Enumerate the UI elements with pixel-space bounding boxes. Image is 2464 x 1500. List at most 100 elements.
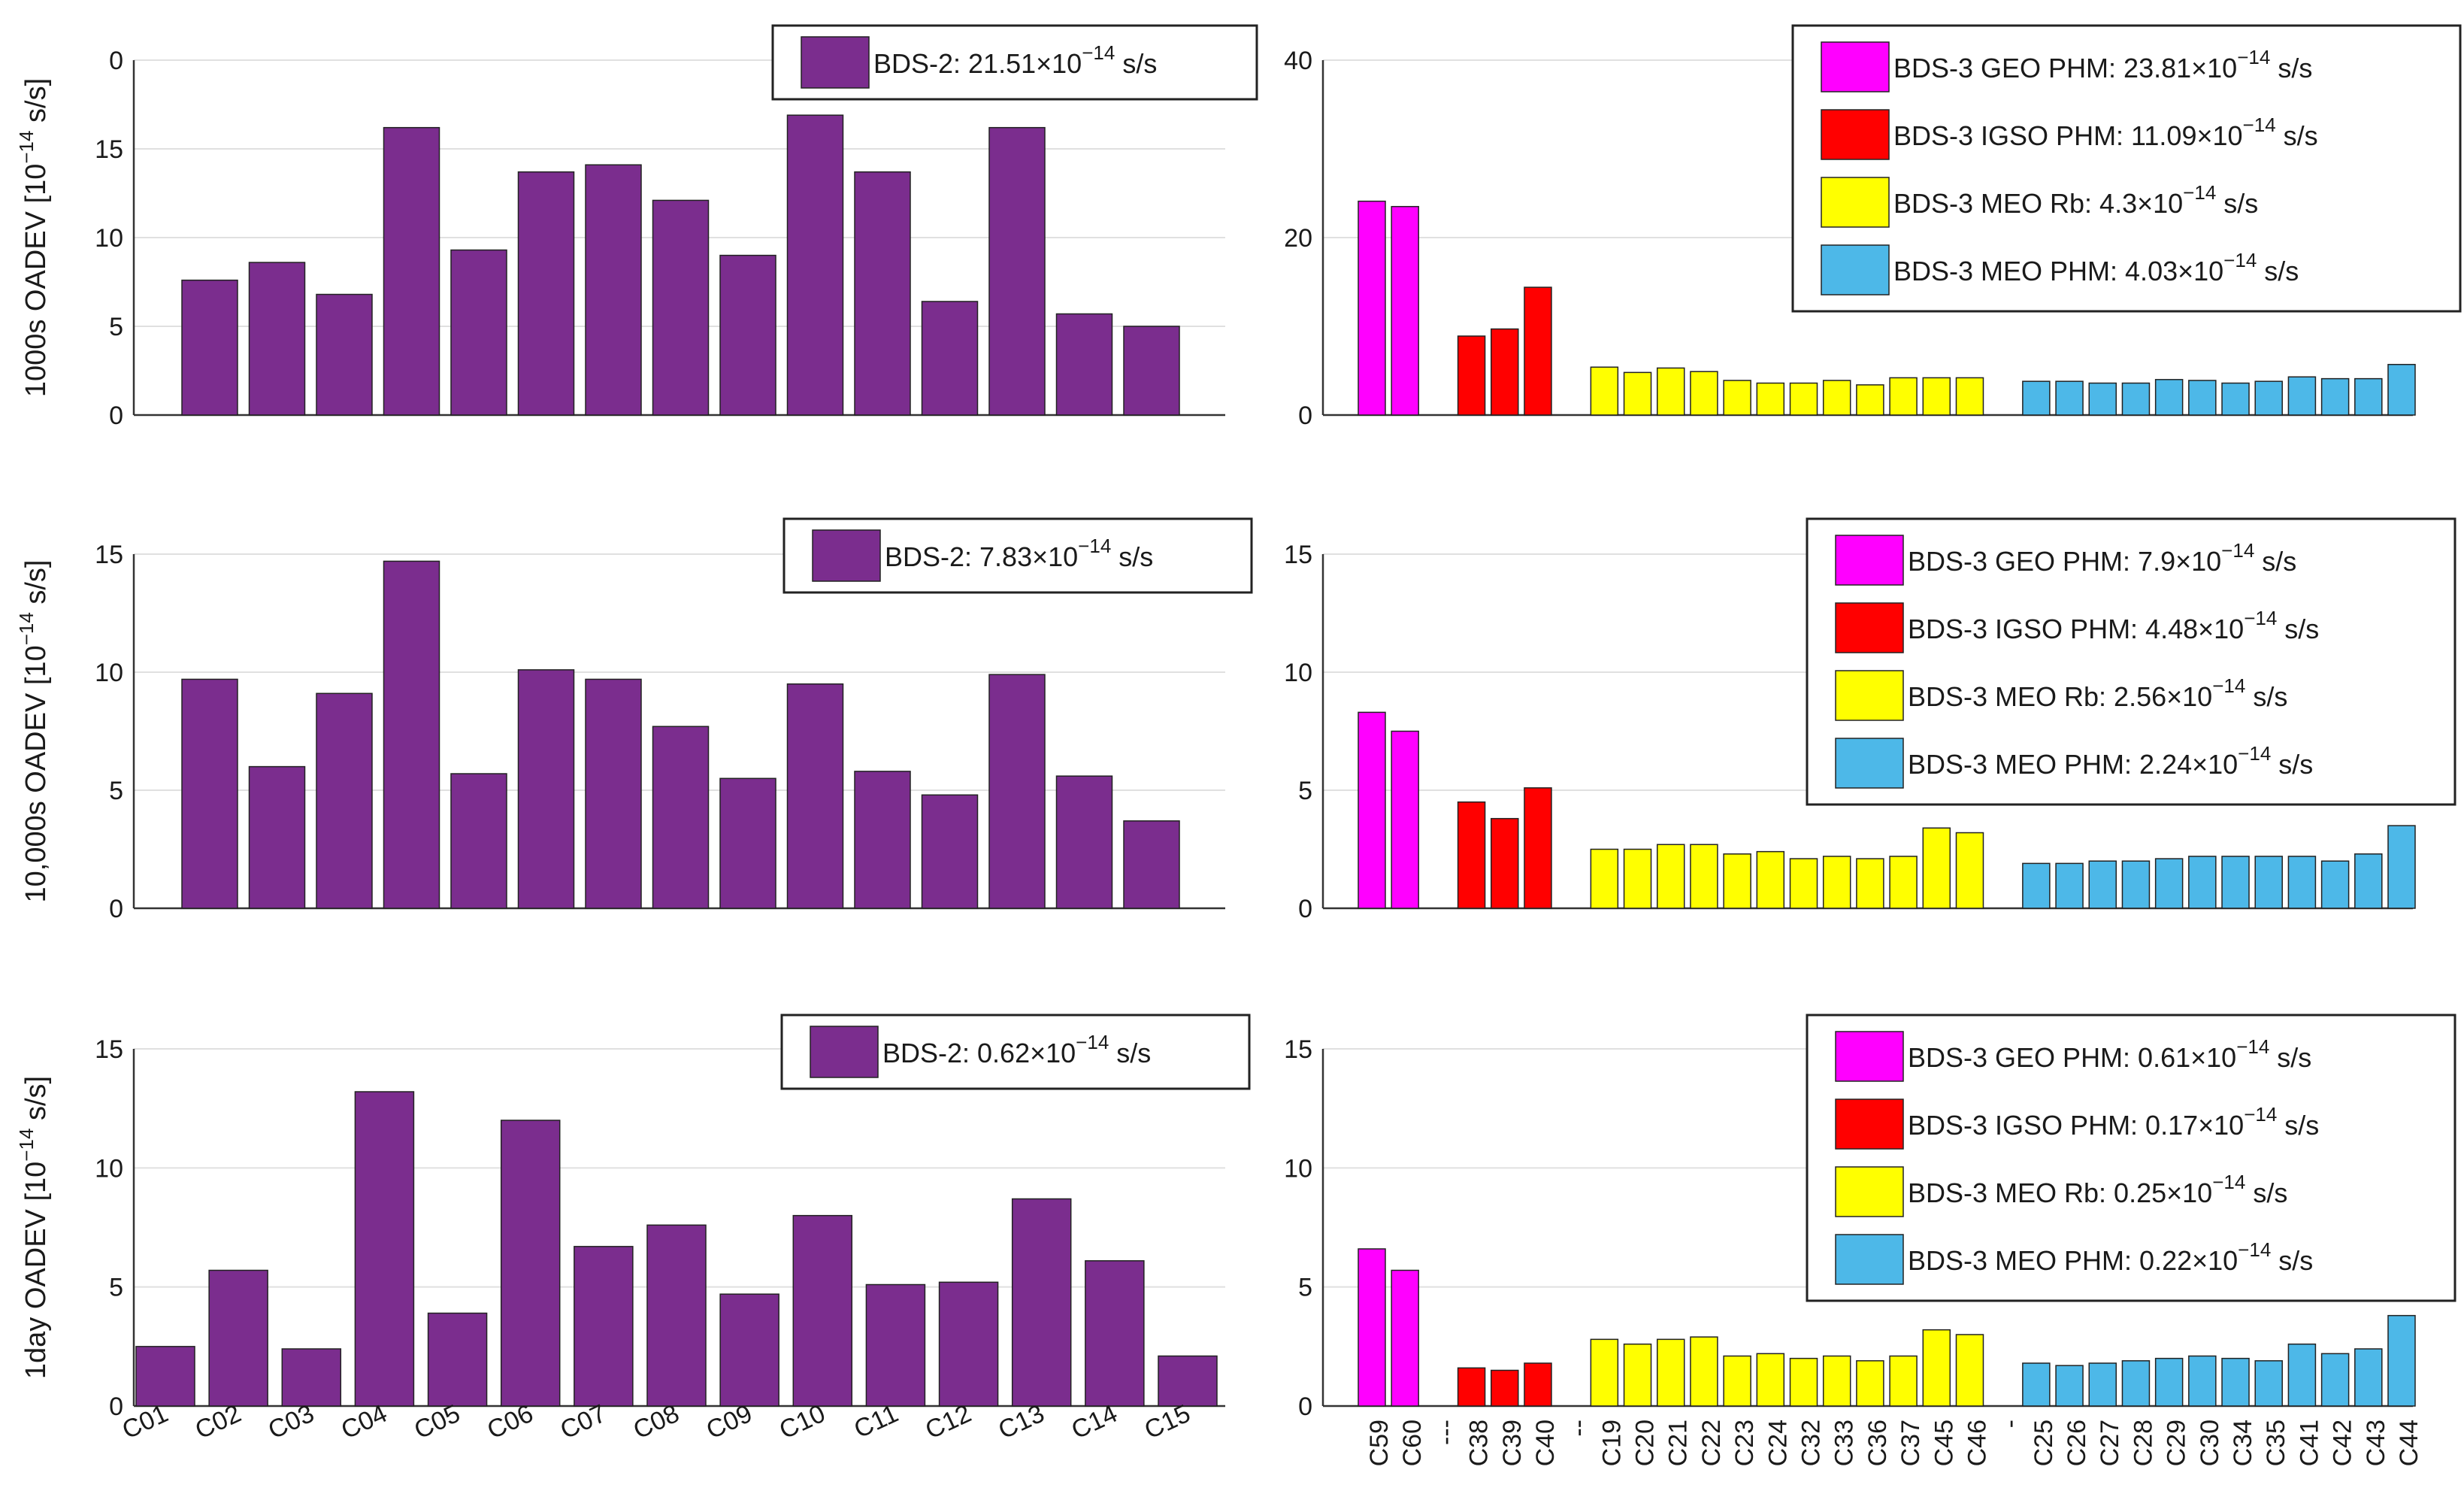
- y-axis-label: 1000s OADEV [10−14 s/s]: [15, 78, 52, 397]
- bar-bds-2-C04: [383, 560, 440, 909]
- bar-bds-3-meo-rb-C19: [1590, 1338, 1619, 1407]
- x-tick-label: -: [1996, 1420, 2025, 1428]
- legend-swatch: [812, 529, 881, 582]
- bar-bds-3-meo-rb-C19: [1590, 848, 1619, 909]
- bar-bds-3-meo-rb-C22: [1690, 1336, 1718, 1407]
- bar-bds-3-meo-rb-C46: [1955, 377, 1984, 416]
- legend-entry: BDS-3 IGSO PHM: 4.48×10−14 s/s: [1908, 607, 2319, 644]
- bar-bds-3-meo-rb-C32: [1789, 858, 1818, 909]
- bar-bds-3-geo-phm-C59: [1358, 200, 1386, 416]
- bar-bds-3-meo-phm-C27: [2088, 1362, 2117, 1407]
- x-tick-label: C20: [1631, 1420, 1660, 1466]
- legend-bottom-left: BDS-2: 0.62×10−14 s/s: [780, 1014, 1251, 1090]
- legend-box: [1791, 24, 2462, 313]
- legend-swatch: [1835, 670, 1904, 721]
- legend-swatch: [1835, 1098, 1904, 1150]
- bar-bds-3-meo-phm-C25: [2022, 1362, 2051, 1407]
- bar-bds-3-meo-phm-C26: [2055, 862, 2084, 909]
- legend-swatch: [1835, 1166, 1904, 1217]
- bar-bds-3-meo-rb-C45: [1922, 1329, 1951, 1407]
- bar-bds-3-meo-rb-C36: [1856, 858, 1884, 909]
- bar-bds-3-meo-rb-C36: [1856, 384, 1884, 416]
- legend-entry: BDS-3 MEO PHM: 2.24×10−14 s/s: [1908, 742, 2313, 780]
- y-tick-label: 20: [1284, 224, 1312, 253]
- legend-swatch: [1821, 244, 1890, 295]
- x-tick-label: C59: [1365, 1420, 1394, 1466]
- bar-bds-2-C02: [248, 765, 306, 909]
- y-tick-label: 5: [109, 777, 123, 805]
- bar-bds-3-meo-phm-C44: [2387, 825, 2416, 909]
- x-tick-label: C34: [2229, 1420, 2257, 1466]
- bar-bds-3-meo-phm-C28: [2121, 382, 2151, 416]
- legend-swatch: [1835, 738, 1904, 789]
- bar-bds-2-C01: [135, 1346, 195, 1407]
- x-tick-label: C33: [1830, 1420, 1859, 1466]
- x-tick-label: C41: [2295, 1420, 2323, 1466]
- bar-bds-3-igso-phm-C39: [1491, 1369, 1519, 1407]
- legend-entry: BDS-3 GEO PHM: 23.81×10−14 s/s: [1893, 46, 2312, 83]
- y-tick-label: 0: [1298, 895, 1312, 923]
- bar-bds-3-meo-phm-C43: [2354, 853, 2383, 909]
- legend-entry: BDS-3 IGSO PHM: 0.17×10−14 s/s: [1908, 1103, 2319, 1141]
- bar-bds-2-C11: [865, 1283, 926, 1407]
- bar-bds-2-C12: [938, 1281, 999, 1407]
- bar-bds-2-C06: [517, 669, 575, 909]
- x-tick-label: C24: [1763, 1420, 1792, 1466]
- bar-bds-3-meo-phm-C26: [2055, 380, 2084, 416]
- bar-bds-3-meo-rb-C23: [1723, 380, 1751, 416]
- x-tick-label: C21: [1664, 1420, 1693, 1466]
- bar-bds-2-C15: [1158, 1355, 1218, 1407]
- bar-bds-3-meo-rb-C45: [1922, 827, 1951, 909]
- bar-bds-2-C10: [792, 1214, 853, 1407]
- bar-bds-2-C14: [1085, 1260, 1145, 1407]
- bar-bds-3-meo-phm-C25: [2022, 862, 2051, 909]
- x-tick-label: C37: [1896, 1420, 1925, 1466]
- bar-bds-3-meo-rb-C36: [1856, 1360, 1884, 1407]
- bar-bds-2-C05: [450, 249, 507, 416]
- x-tick-label: ---: [1431, 1420, 1460, 1445]
- bar-bds-3-geo-phm-C59: [1358, 711, 1386, 909]
- bar-bds-2-C09: [719, 1293, 779, 1407]
- x-tick-label: C19: [1597, 1420, 1626, 1466]
- legend-entry: BDS-3 MEO Rb: 4.3×10−14 s/s: [1893, 181, 2258, 219]
- legend-swatch: [801, 36, 870, 89]
- legend-top-left: BDS-2: 21.51×10−14 s/s: [771, 24, 1258, 101]
- bar-bds-3-meo-phm-C27: [2088, 860, 2117, 909]
- legend-swatch: [1821, 41, 1890, 92]
- bar-bds-2-C02: [208, 1269, 268, 1407]
- legend-entry: BDS-3 MEO PHM: 4.03×10−14 s/s: [1893, 249, 2299, 286]
- bar-bds-3-meo-phm-C44: [2387, 363, 2416, 416]
- legend-swatch: [1835, 1234, 1904, 1285]
- bar-bds-2-C14: [1055, 775, 1113, 909]
- y-tick-label: 10: [95, 659, 123, 687]
- legend-entry: BDS-3 IGSO PHM: 11.09×10−14 s/s: [1893, 114, 2318, 151]
- x-tick-label: C43: [2362, 1420, 2390, 1466]
- y-tick-label: 0: [109, 1392, 123, 1421]
- bar-bds-3-meo-phm-C28: [2121, 860, 2151, 909]
- y-tick-label: 40: [1284, 47, 1312, 75]
- bar-bds-2-C10: [786, 114, 844, 416]
- bar-bds-2-C05: [427, 1312, 488, 1407]
- bar-bds-2-C02: [248, 262, 306, 416]
- bar-bds-3-meo-phm-C43: [2354, 377, 2383, 416]
- bar-bds-2-C05: [450, 773, 507, 909]
- bar-bds-3-meo-phm-C42: [2320, 377, 2350, 416]
- legend-entry: BDS-2: 7.83×10−14 s/s: [885, 535, 1153, 572]
- bar-bds-3-meo-phm-C26: [2055, 1365, 2084, 1407]
- bar-bds-2-C08: [652, 199, 710, 416]
- bar-bds-3-meo-rb-C23: [1723, 1355, 1751, 1407]
- bar-bds-2-C09: [719, 254, 776, 416]
- bar-bds-2-C13: [988, 674, 1046, 909]
- y-tick-label: 5: [109, 313, 123, 341]
- bar-bds-2-C12: [921, 301, 979, 416]
- bar-bds-3-meo-phm-C41: [2287, 1343, 2317, 1407]
- bar-bds-3-igso-phm-C40: [1524, 286, 1552, 416]
- bar-bds-3-meo-phm-C29: [2154, 1357, 2184, 1407]
- bar-bds-3-meo-rb-C37: [1889, 1355, 1918, 1407]
- bar-bds-3-meo-rb-C21: [1656, 1338, 1685, 1407]
- legend-middle-left: BDS-2: 7.83×10−14 s/s: [782, 517, 1253, 594]
- bar-bds-3-meo-phm-C35: [2254, 380, 2283, 416]
- bar-bds-3-geo-phm-C60: [1391, 730, 1419, 909]
- legend-box: [1806, 517, 2456, 806]
- y-tick-label: 10: [1284, 659, 1312, 687]
